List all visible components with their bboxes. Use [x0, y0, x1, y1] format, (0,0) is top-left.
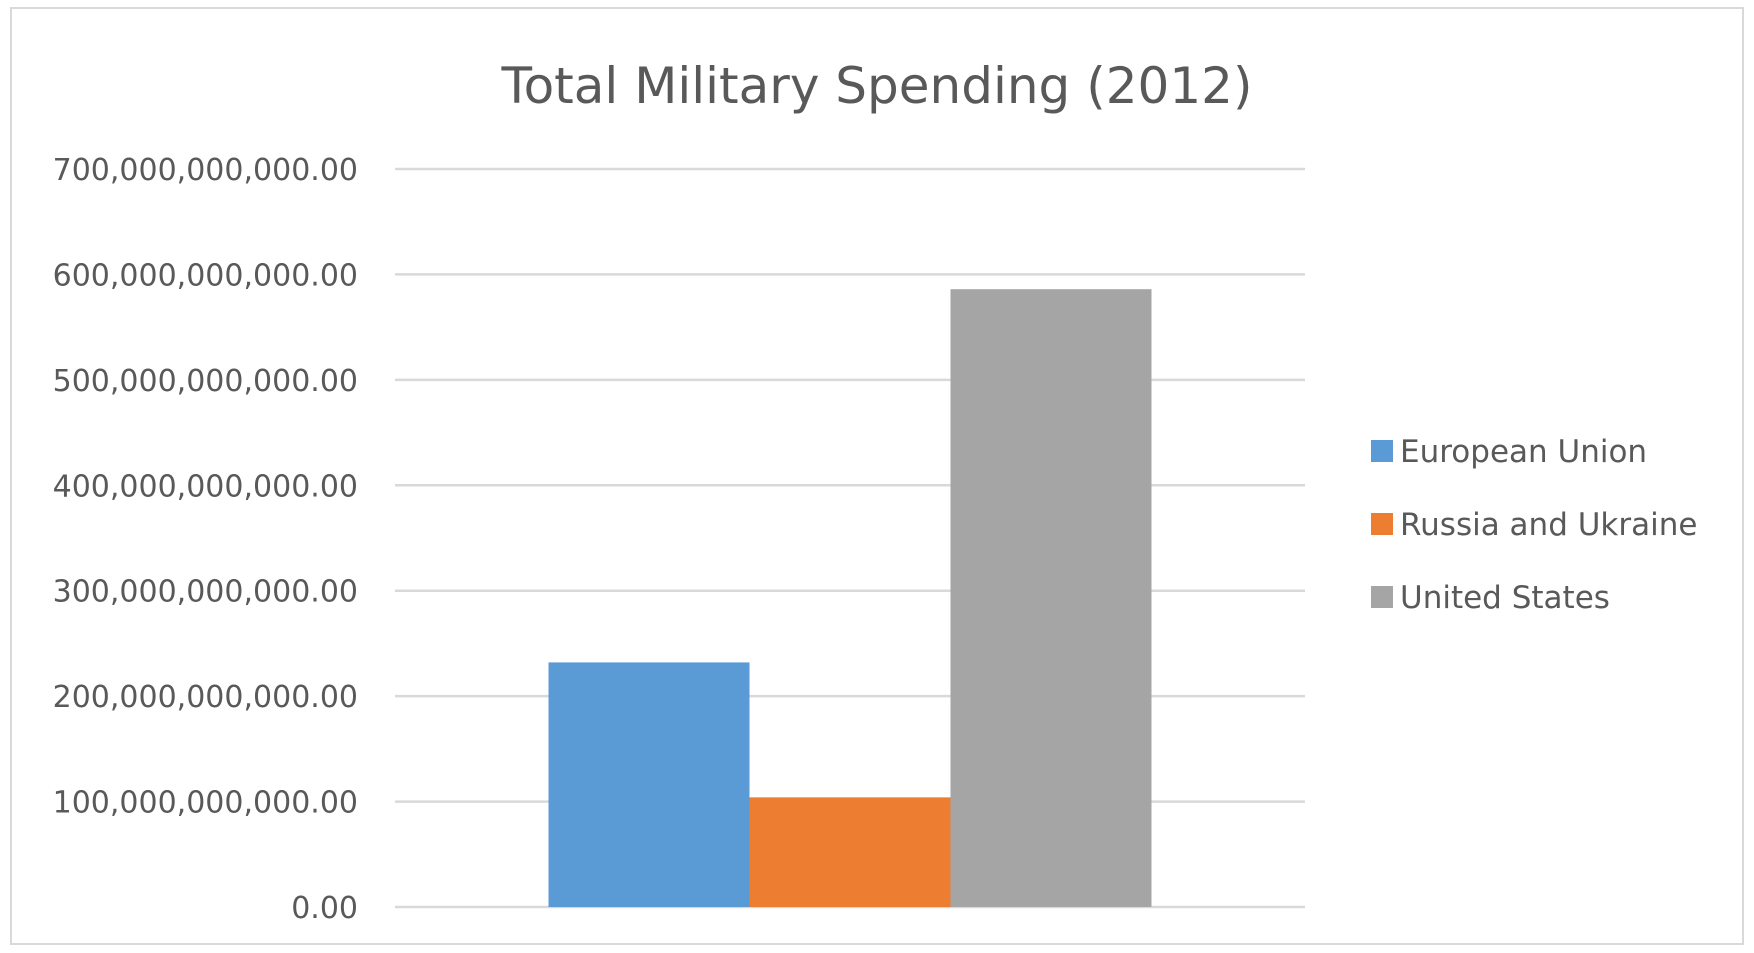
legend-label: United States	[1400, 580, 1610, 616]
bars	[548, 289, 1152, 907]
legend-label: Russia and Ukraine	[1400, 507, 1697, 543]
bar-russia-and-ukraine	[749, 797, 951, 907]
legend-swatch	[1371, 513, 1393, 535]
y-tick-label: 700,000,000,000.00	[53, 153, 358, 188]
chart-area	[10, 7, 1744, 945]
legend-swatch	[1371, 440, 1393, 462]
bar-european-union	[548, 662, 750, 907]
legend: European Union Russia and Ukraine United S…	[1371, 434, 1697, 616]
y-axis-tick-labels: 0.00 100,000,000,000.00 200,000,000,000.00…	[53, 153, 358, 926]
y-tick-label: 100,000,000,000.00	[53, 786, 358, 821]
bar-united-states	[950, 289, 1152, 907]
gridlines	[395, 167, 1305, 909]
legend-swatch	[1371, 586, 1393, 608]
y-tick-label: 600,000,000,000.00	[53, 258, 358, 293]
y-tick-label: 200,000,000,000.00	[53, 680, 358, 715]
y-tick-label: 400,000,000,000.00	[53, 469, 358, 504]
chart-title: Total Military Spending (2012)	[501, 57, 1253, 115]
y-tick-label: 300,000,000,000.00	[53, 575, 358, 610]
y-tick-label: 500,000,000,000.00	[53, 364, 358, 399]
legend-label: European Union	[1400, 434, 1647, 470]
y-tick-label: 0.00	[291, 891, 358, 926]
